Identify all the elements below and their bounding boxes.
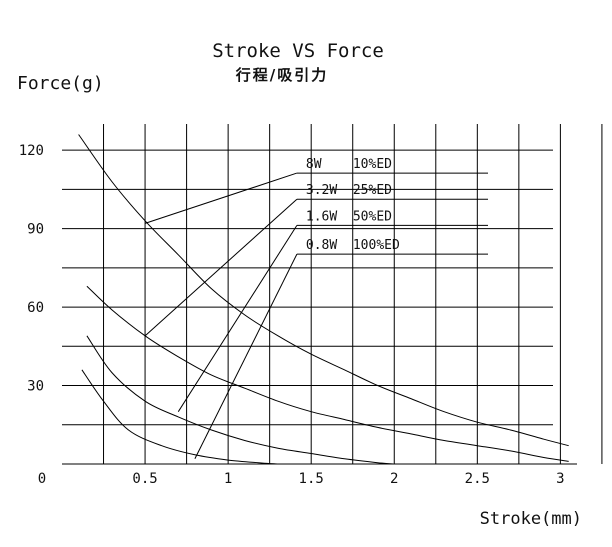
grid [62,124,603,465]
x-tick-label: 1 [224,471,232,487]
annotation-leaders [144,172,488,459]
x-tick-label: 3 [556,471,564,487]
y-tick-label: 90 [27,222,44,238]
series-line-4 [81,369,279,465]
series-line-3 [86,335,395,465]
y-tick-label: 30 [27,379,44,395]
series-line-2 [86,285,569,462]
chart-title: Stroke VS Force [212,40,384,62]
series-label-1: 8W 10%ED [306,157,392,172]
annotation-labels: 8W 10%ED 3.2W 25%ED 1.6W 50%ED 0.8W 100%ED [306,157,400,253]
annotation-leader-line [177,225,298,412]
y-tick-label: 60 [27,300,44,316]
curves [78,134,569,465]
series-label-3: 1.6W 50%ED [306,209,392,224]
chart-subtitle: 行程/吸引力 [235,66,328,84]
x-tick-label: 2 [390,471,398,487]
tick-labels: 0 30 60 90 120 0.5 1 1.5 2 2.5 3 [19,143,565,487]
annotation-leader-line [144,172,298,224]
series-line-1 [78,134,569,447]
annotation-leader-line [194,253,298,459]
series-label-4: 0.8W 100%ED [306,238,400,253]
x-tick-label: 1.5 [299,471,324,487]
y-tick-label: 0 [38,471,46,487]
series-label-2: 3.2W 25%ED [306,183,392,198]
x-tick-label: 2.5 [465,471,490,487]
y-axis-label: Force(g) [17,73,104,94]
x-tick-label: 0.5 [132,471,157,487]
x-axis-label: Stroke(mm) [480,509,582,529]
y-tick-label: 120 [19,143,44,159]
annotation-leader-line [144,198,298,337]
